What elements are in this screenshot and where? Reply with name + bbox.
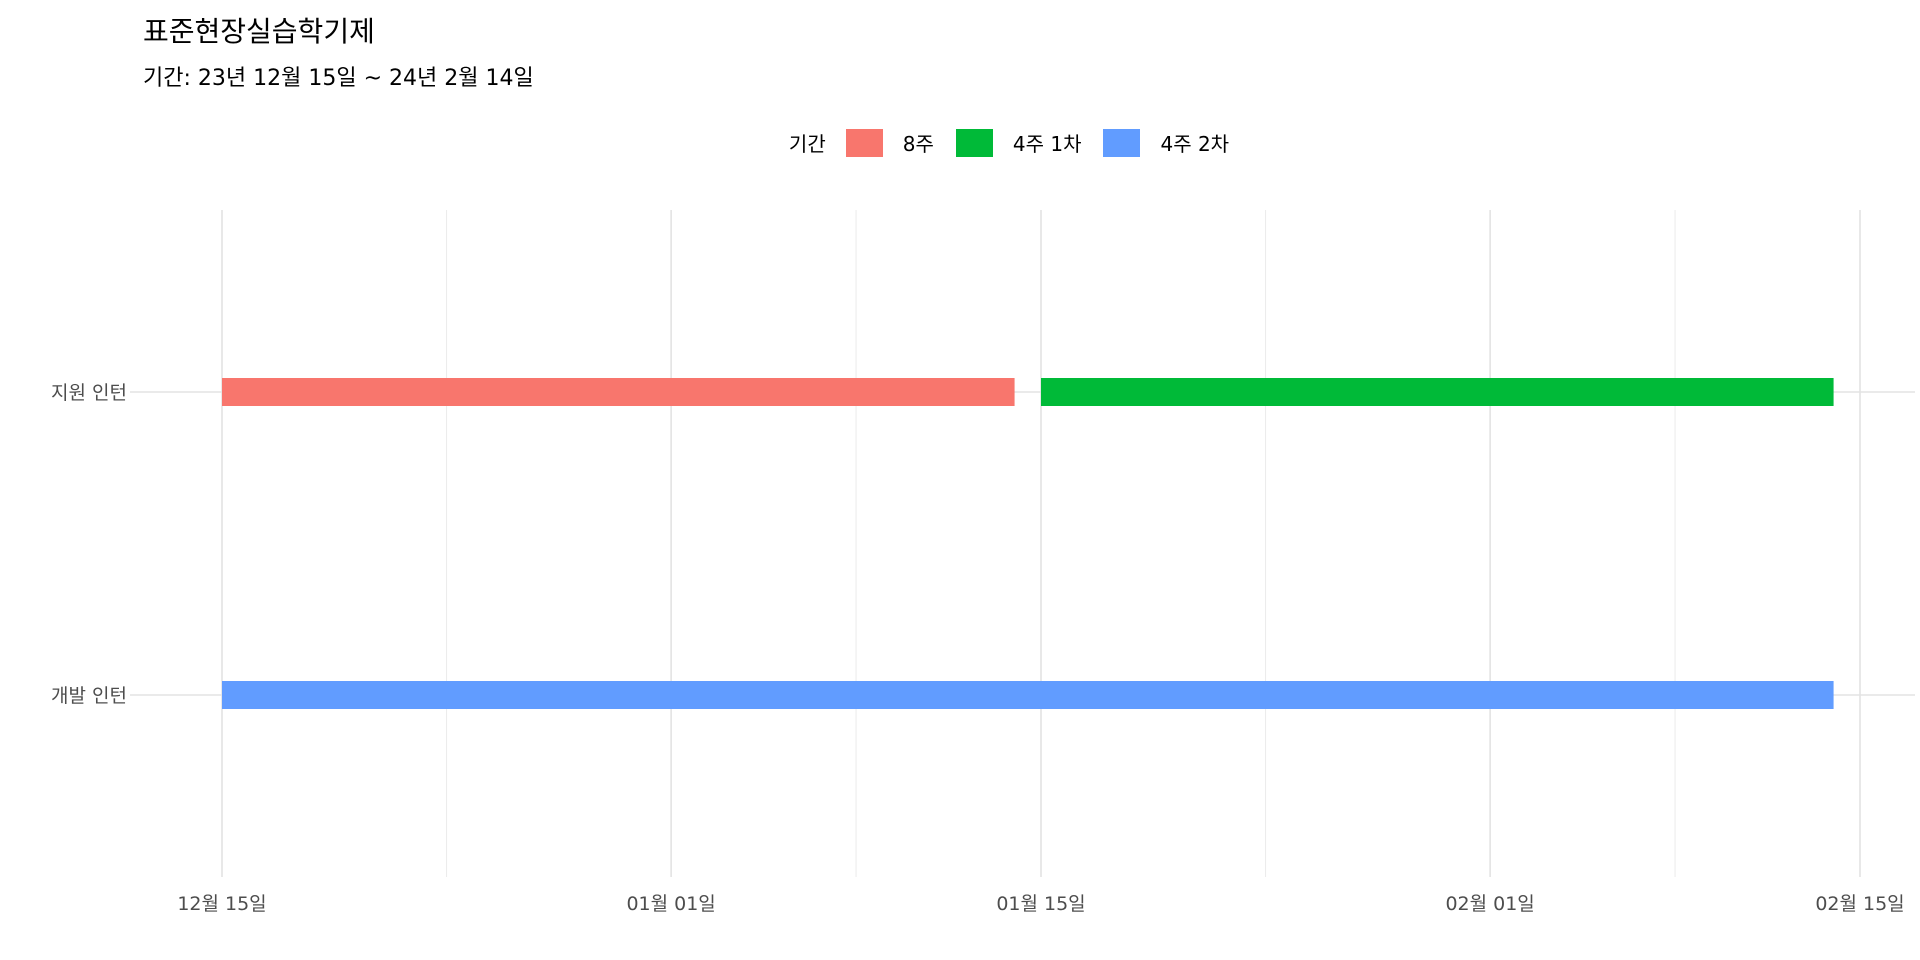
gantt-bar [222,681,1834,709]
gantt-bar [222,378,1015,406]
y-tick-label: 개발 인턴 [51,685,127,707]
x-tick-label: 02월 15일 [1815,893,1904,915]
legend-title: 기간 [788,132,826,156]
legend-label: 8주 [902,132,934,156]
chart-title: 표준현장실습학기제 [143,15,375,48]
chart-subtitle: 기간: 23년 12월 15일 ~ 24년 2월 14일 [143,66,534,91]
legend: 기간 8주 4주 1차 4주 2차 [0,128,1920,157]
legend-label: 4주 2차 [1160,132,1230,156]
x-tick-label: 01월 01일 [626,893,715,915]
legend-key [1103,128,1141,157]
legend-key [845,128,883,157]
legend-item-8weeks: 8주 [845,128,934,157]
gantt-bar [1041,378,1834,406]
x-tick-label: 12월 15일 [177,893,266,915]
y-tick-label: 지원 인턴 [51,382,127,404]
x-tick-label: 01월 15일 [996,893,1085,915]
legend-item-4weeks-1st: 4주 1차 [955,128,1082,157]
legend-key [955,128,993,157]
legend-item-4weeks-2nd: 4주 2차 [1103,128,1229,157]
legend-label: 4주 1차 [1012,132,1082,156]
x-tick-label: 02월 01일 [1445,893,1534,915]
